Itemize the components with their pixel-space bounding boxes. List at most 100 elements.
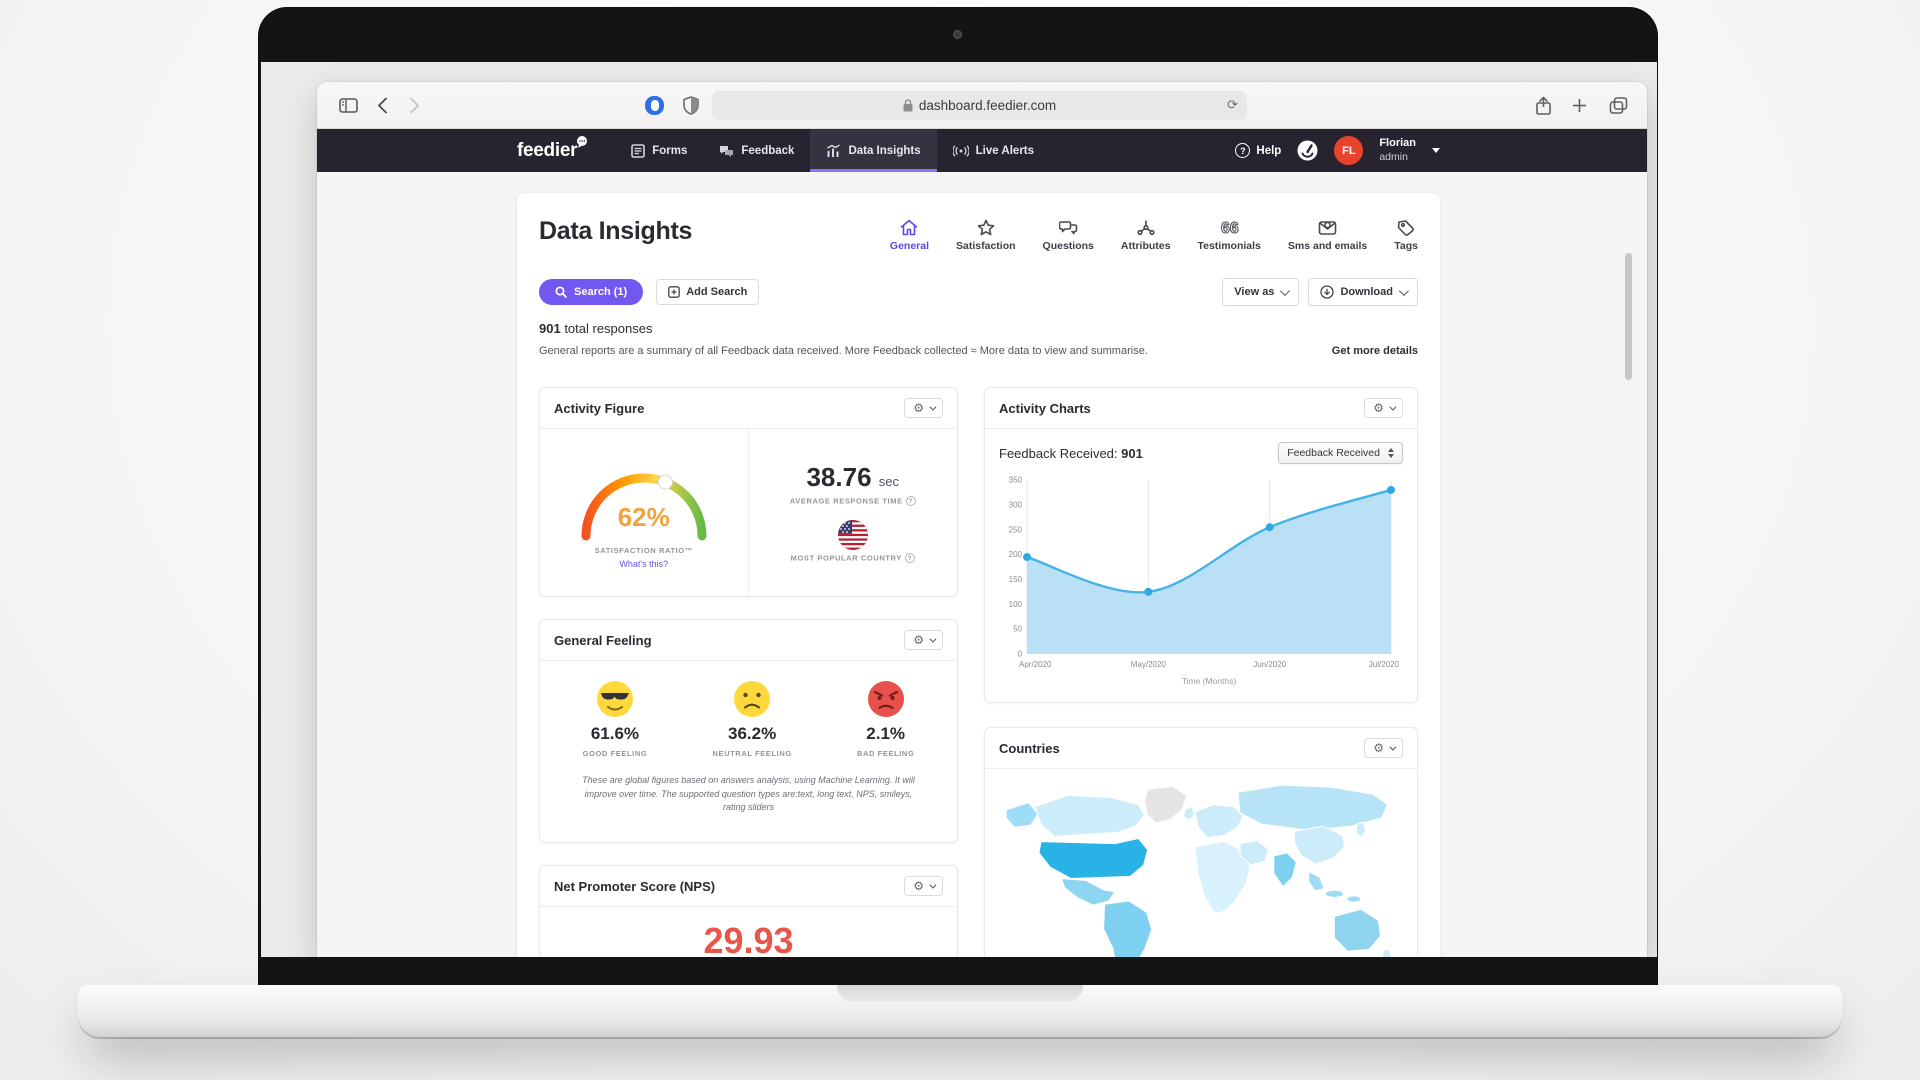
feedback-area-chart: 0 50 100 150 200 250 300 350 Apr/2020 May/2020 Jun…	[999, 470, 1403, 693]
tab-satisfaction[interactable]: Satisfaction	[956, 219, 1016, 252]
tab-sms-emails[interactable]: Sms and emails	[1288, 219, 1367, 252]
scrollbar-thumb[interactable]	[1625, 253, 1632, 380]
back-icon[interactable]	[377, 82, 388, 129]
search-button[interactable]: Search (1)	[539, 279, 644, 305]
tab-testimonials[interactable]: 66 Testimonials	[1197, 220, 1261, 253]
svg-text:0: 0	[1018, 650, 1023, 659]
tab-general[interactable]: General	[890, 219, 929, 252]
refresh-icon[interactable]: ⟳	[1227, 97, 1238, 112]
svg-text:50: 50	[1013, 625, 1022, 634]
laptop-screen: dashboard.feedier.com ⟳ feedier	[261, 62, 1657, 957]
gear-icon: ⚙	[913, 879, 924, 893]
share-icon[interactable]	[1535, 82, 1552, 129]
countries-card: Countries ⚙	[984, 727, 1418, 957]
speedometer-icon[interactable]	[1297, 140, 1318, 161]
angry-emoji-icon	[867, 681, 904, 717]
chevron-down-icon	[1389, 743, 1397, 751]
metric-select[interactable]: Feedback Received	[1278, 442, 1403, 464]
tab-overview-icon[interactable]	[1609, 82, 1628, 129]
svg-text:350: 350	[1009, 476, 1023, 485]
svg-text:Jul/2020: Jul/2020	[1369, 660, 1400, 669]
gauge-knob[interactable]	[657, 474, 673, 490]
svg-text:Time (Months): Time (Months)	[1182, 676, 1237, 686]
forward-icon[interactable]	[409, 82, 420, 129]
card-settings-button[interactable]: ⚙	[1364, 398, 1403, 418]
svg-text:100: 100	[1009, 600, 1023, 609]
download-button[interactable]: Download	[1308, 278, 1418, 306]
live-alerts-icon	[952, 144, 969, 157]
chart-metric: Feedback Received: 901	[999, 445, 1143, 461]
quotes-icon: 66	[1221, 220, 1240, 237]
card-title: Net Promoter Score (NPS)	[554, 878, 716, 894]
user-info[interactable]: Florian admin	[1379, 137, 1416, 163]
nav-item-live-alerts[interactable]: Live Alerts	[937, 129, 1050, 172]
svg-text:May/2020: May/2020	[1131, 660, 1167, 669]
address-bar[interactable]: dashboard.feedier.com ⟳	[712, 91, 1247, 120]
feedback-icon	[720, 145, 734, 157]
cool-emoji-icon	[596, 681, 633, 717]
summary-description: General reports are a summary of all Fee…	[539, 345, 1148, 357]
card-settings-button[interactable]: ⚙	[904, 876, 943, 896]
info-icon[interactable]: ?	[904, 553, 915, 563]
sad-emoji-icon	[734, 681, 771, 717]
logo-bubble-icon	[577, 136, 588, 148]
tab-attributes[interactable]: Attributes	[1121, 219, 1170, 252]
star-icon	[977, 219, 995, 236]
popular-country-label: MOST POPULAR COUNTRY?	[791, 553, 915, 563]
gear-icon: ⚙	[1373, 741, 1384, 755]
gear-icon: ⚙	[1373, 401, 1384, 415]
activity-charts-card: Activity Charts ⚙ Feedback Received: 901…	[984, 387, 1418, 703]
laptop-hinge-notch	[837, 985, 1083, 1002]
chevron-down-icon	[1398, 285, 1409, 296]
map-china	[1293, 825, 1346, 865]
add-search-button[interactable]: Add Search	[656, 279, 760, 305]
map-africa	[1194, 841, 1251, 914]
help-button[interactable]: ? Help	[1235, 143, 1281, 158]
stepper-icon	[1388, 448, 1394, 458]
svg-text:300: 300	[1009, 500, 1023, 509]
svg-text:66: 66	[1221, 220, 1239, 236]
get-more-details-link[interactable]: Get more details	[1331, 345, 1418, 357]
satisfaction-label: SATISFACTION RATIO™	[594, 546, 693, 555]
shield-icon[interactable]	[683, 82, 699, 129]
share-nodes-icon	[1137, 220, 1155, 236]
map-new-zealand	[1382, 948, 1392, 957]
avg-response-label: AVERAGE RESPONSE TIME?	[790, 496, 916, 506]
nav-item-forms[interactable]: Forms	[615, 129, 703, 172]
map-alaska	[1005, 801, 1039, 828]
whats-this-link[interactable]: What's this?	[619, 559, 669, 569]
card-settings-button[interactable]: ⚙	[1364, 738, 1403, 758]
section-tabs: General Satisfaction Questions Attr	[890, 219, 1418, 253]
sidebar-toggle-icon[interactable]	[339, 82, 358, 129]
chevron-down-icon	[1389, 403, 1397, 411]
nav-item-data-insights[interactable]: Data Insights	[810, 129, 937, 172]
browser-window: dashboard.feedier.com ⟳ feedier	[317, 82, 1647, 957]
extension-icon[interactable]	[645, 82, 664, 129]
map-india	[1273, 852, 1297, 888]
user-menu-caret-icon[interactable]	[1432, 148, 1440, 153]
tab-questions[interactable]: Questions	[1043, 219, 1094, 252]
map-japan	[1355, 821, 1367, 839]
new-tab-icon[interactable]	[1572, 82, 1587, 129]
browser-toolbar: dashboard.feedier.com ⟳	[317, 82, 1647, 129]
card-settings-button[interactable]: ⚙	[904, 630, 943, 650]
tab-tags[interactable]: Tags	[1394, 219, 1418, 252]
envelope-icon	[1318, 221, 1337, 235]
avg-response-time: 38.76 sec	[806, 462, 900, 492]
card-settings-button[interactable]: ⚙	[904, 398, 943, 418]
satisfaction-gauge: 62%	[569, 456, 719, 544]
download-icon	[1320, 285, 1335, 299]
page-title: Data Insights	[539, 217, 693, 245]
feedier-logo[interactable]: feedier	[517, 129, 588, 172]
url-text: dashboard.feedier.com	[918, 98, 1057, 113]
data-insights-icon	[827, 143, 841, 157]
satisfaction-value: 62%	[617, 502, 670, 532]
info-icon[interactable]: ?	[905, 496, 916, 506]
view-as-button[interactable]: View as	[1222, 278, 1300, 306]
avatar[interactable]: FL	[1334, 136, 1364, 165]
world-map[interactable]	[985, 769, 1417, 957]
webcam-dot	[953, 30, 962, 39]
page-body: Data Insights General Satisfaction Qu	[317, 172, 1647, 957]
nav-item-feedback[interactable]: Feedback	[703, 129, 810, 172]
map-middle-east	[1239, 839, 1270, 866]
